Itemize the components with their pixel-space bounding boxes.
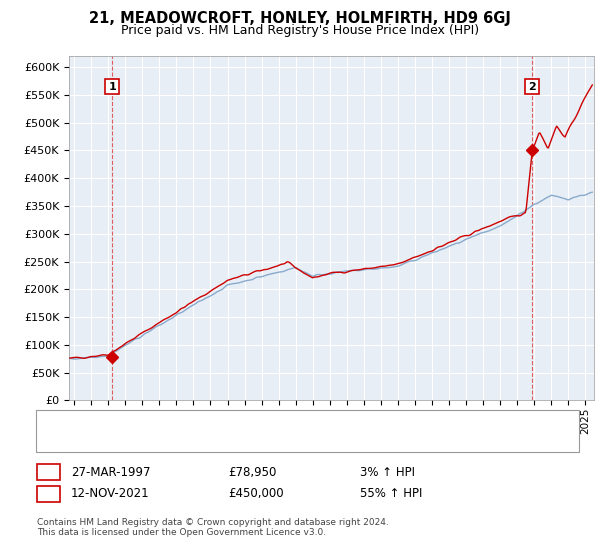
Text: 27-MAR-1997: 27-MAR-1997 [71,465,151,479]
Text: Price paid vs. HM Land Registry's House Price Index (HPI): Price paid vs. HM Land Registry's House … [121,24,479,36]
Text: 3% ↑ HPI: 3% ↑ HPI [360,465,415,479]
Text: 55% ↑ HPI: 55% ↑ HPI [360,487,422,501]
Text: £78,950: £78,950 [228,465,277,479]
Text: 21, MEADOWCROFT, HONLEY, HOLMFIRTH, HD9 6GJ: 21, MEADOWCROFT, HONLEY, HOLMFIRTH, HD9 … [89,11,511,26]
Text: HPI: Average price, detached house, Kirklees: HPI: Average price, detached house, Kirk… [87,433,322,443]
Text: £450,000: £450,000 [228,487,284,501]
Text: 21, MEADOWCROFT, HONLEY, HOLMFIRTH, HD9 6GJ (detached house): 21, MEADOWCROFT, HONLEY, HOLMFIRTH, HD9 … [87,415,451,425]
Text: Contains HM Land Registry data © Crown copyright and database right 2024.
This d: Contains HM Land Registry data © Crown c… [37,518,389,538]
Text: 1: 1 [44,465,53,479]
Text: 1: 1 [108,82,116,91]
Text: 2: 2 [528,82,536,91]
Text: 2: 2 [44,487,53,501]
Text: 12-NOV-2021: 12-NOV-2021 [71,487,149,501]
